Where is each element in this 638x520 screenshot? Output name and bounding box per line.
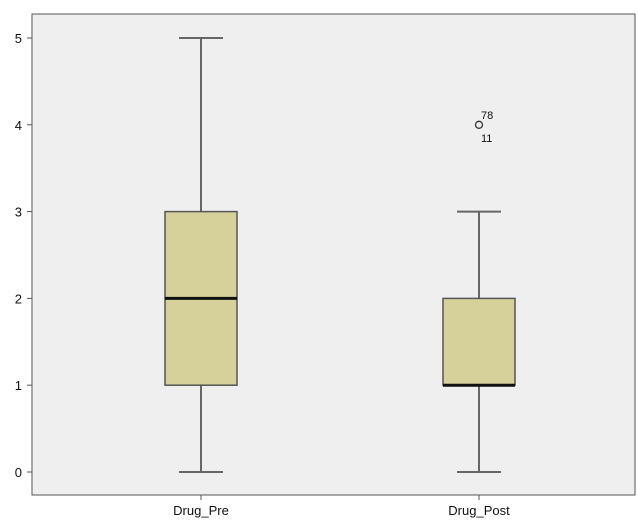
y-tick-label: 3 — [15, 205, 22, 220]
box-drug-pre — [164, 37, 238, 473]
x-axis: Drug_Pre Drug_Post — [173, 495, 510, 518]
y-tick-label: 1 — [15, 378, 22, 393]
outlier-point — [474, 120, 484, 129]
box-drug-post: 78 11 — [442, 110, 516, 473]
y-tick-label: 2 — [15, 291, 22, 306]
plot-area — [31, 13, 636, 496]
x-tick-label: Drug_Post — [448, 503, 510, 518]
x-tick-label: Drug_Pre — [173, 503, 229, 518]
y-tick-label: 4 — [15, 118, 22, 133]
outlier-label: 11 — [481, 133, 492, 145]
boxes: 78 11 — [164, 37, 516, 473]
y-axis: 0 1 2 3 4 5 — [15, 31, 32, 480]
outlier-label: 78 — [481, 110, 493, 122]
y-tick-label: 0 — [15, 465, 22, 480]
box-rect — [442, 297, 516, 386]
y-tick-label: 5 — [15, 31, 22, 46]
